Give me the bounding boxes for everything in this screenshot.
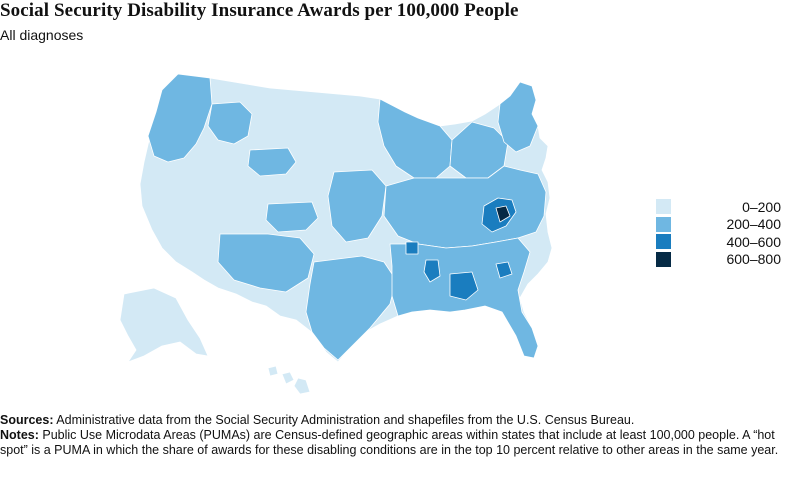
- chart-title: Social Security Disability Insurance Awa…: [0, 0, 519, 21]
- map-region-hotspot-top: [495, 205, 511, 223]
- legend-item: 600–800: [656, 251, 781, 269]
- legend-swatch: [656, 199, 671, 215]
- map-legend: 0–200 200–400 400–600 600–800: [656, 198, 781, 268]
- map-region-hotspot-alabama: [449, 271, 479, 301]
- notes-note: Notes: Public Use Microdata Areas (PUMAs…: [0, 428, 795, 458]
- map-region-hotspot-mississippi: [423, 259, 441, 283]
- chart-subtitle: All diagnoses: [0, 27, 84, 43]
- map-region-arizona-nm: [217, 233, 315, 293]
- map-region-hawaii: [267, 365, 311, 395]
- footnotes: Sources: Administrative data from the So…: [0, 413, 795, 457]
- map-region-hotspot-arkansas: [405, 241, 419, 255]
- legend-swatch: [656, 234, 671, 250]
- legend-swatch: [656, 251, 671, 267]
- map-region-upper-midwest: [377, 98, 453, 179]
- notes-text: Public Use Microdata Areas (PUMAs) are C…: [0, 427, 779, 457]
- legend-item: 200–400: [656, 216, 781, 234]
- map-region-wyoming-band: [247, 147, 297, 177]
- map-region-hotspot-georgia: [495, 261, 513, 279]
- map-region-northwest: [147, 73, 213, 163]
- legend-item: 0–200: [656, 198, 781, 216]
- sources-text: Administrative data from the Social Secu…: [53, 413, 635, 427]
- map-region-texas: [305, 255, 397, 361]
- us-choropleth-map: [100, 66, 620, 406]
- legend-label: 600–800: [726, 251, 781, 268]
- legend-label: 400–600: [726, 233, 781, 250]
- sources-note: Sources: Administrative data from the So…: [0, 413, 795, 428]
- map-svg: [119, 73, 553, 395]
- map-region-alaska: [119, 287, 209, 363]
- map-region-new-england: [497, 81, 539, 153]
- legend-label: 200–400: [726, 216, 781, 233]
- map-region-colorado: [265, 201, 319, 233]
- sources-label: Sources:: [0, 413, 54, 427]
- notes-label: Notes:: [0, 427, 39, 442]
- legend-item: 400–600: [656, 233, 781, 251]
- legend-label: 0–200: [742, 198, 781, 215]
- legend-swatch: [656, 216, 671, 232]
- map-region-northern-rockies: [207, 101, 253, 145]
- map-region-plains: [327, 169, 387, 243]
